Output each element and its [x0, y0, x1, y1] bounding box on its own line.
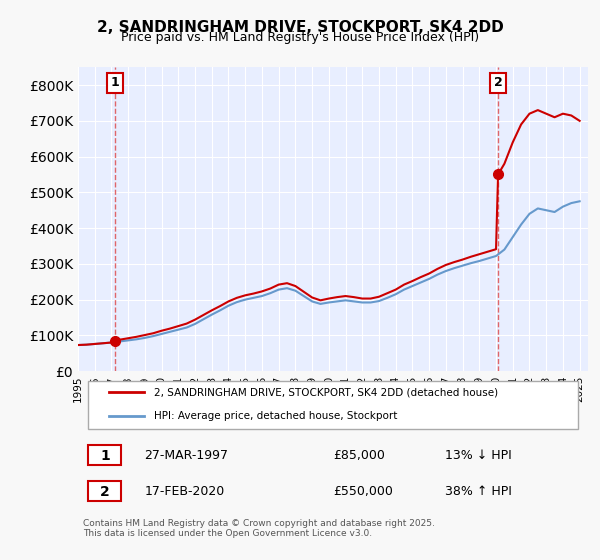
- FancyBboxPatch shape: [88, 445, 121, 465]
- Text: 1: 1: [111, 76, 119, 89]
- FancyBboxPatch shape: [88, 381, 578, 430]
- Text: 2, SANDRINGHAM DRIVE, STOCKPORT, SK4 2DD (detached house): 2, SANDRINGHAM DRIVE, STOCKPORT, SK4 2DD…: [155, 388, 499, 398]
- FancyBboxPatch shape: [88, 481, 121, 501]
- Text: HPI: Average price, detached house, Stockport: HPI: Average price, detached house, Stoc…: [155, 410, 398, 421]
- Text: 2: 2: [494, 76, 502, 89]
- Text: £550,000: £550,000: [333, 486, 393, 498]
- Text: 27-MAR-1997: 27-MAR-1997: [145, 450, 229, 463]
- Text: 2, SANDRINGHAM DRIVE, STOCKPORT, SK4 2DD: 2, SANDRINGHAM DRIVE, STOCKPORT, SK4 2DD: [97, 20, 503, 35]
- Text: 1: 1: [100, 449, 110, 463]
- Text: 17-FEB-2020: 17-FEB-2020: [145, 486, 224, 498]
- Text: 38% ↑ HPI: 38% ↑ HPI: [445, 486, 512, 498]
- Text: 13% ↓ HPI: 13% ↓ HPI: [445, 450, 512, 463]
- Text: Contains HM Land Registry data © Crown copyright and database right 2025.
This d: Contains HM Land Registry data © Crown c…: [83, 519, 435, 538]
- Text: 2: 2: [100, 485, 110, 499]
- Text: Price paid vs. HM Land Registry's House Price Index (HPI): Price paid vs. HM Land Registry's House …: [121, 31, 479, 44]
- Text: £85,000: £85,000: [333, 450, 385, 463]
